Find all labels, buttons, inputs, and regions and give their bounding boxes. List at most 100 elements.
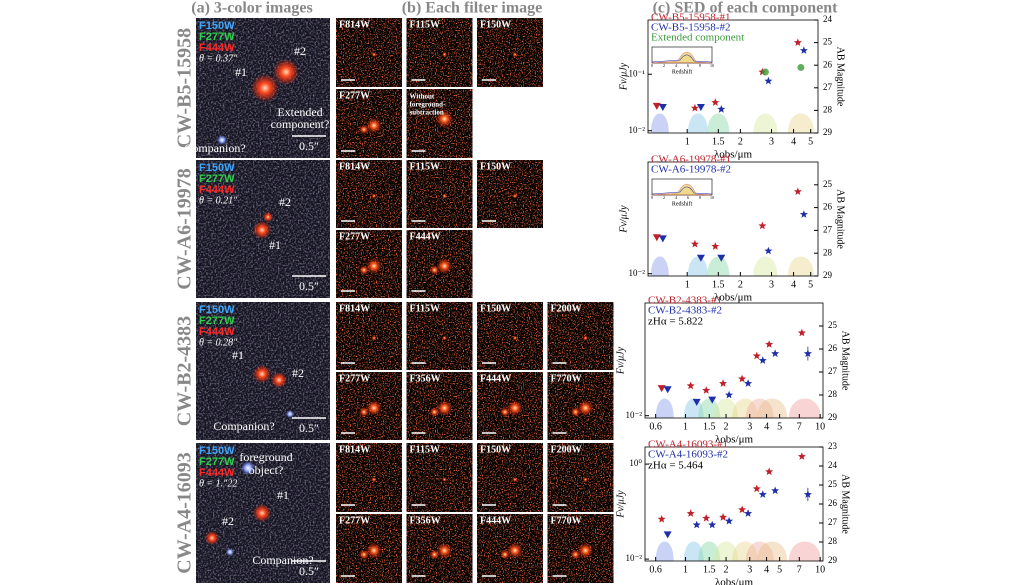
source xyxy=(577,542,594,559)
source xyxy=(436,258,453,274)
inset-tick-label: 2 xyxy=(663,195,665,200)
annotation: #1 xyxy=(235,65,247,79)
filter-band xyxy=(698,398,721,418)
source xyxy=(205,531,219,545)
annotation: #2 xyxy=(292,366,304,380)
data-point xyxy=(711,242,720,250)
annotation: object? xyxy=(249,463,284,477)
filter-image-noise xyxy=(336,18,402,87)
theta-label: θ = 1.″22 xyxy=(199,478,237,489)
x-tick-label: 2 xyxy=(738,136,743,147)
source xyxy=(570,549,581,560)
source xyxy=(217,135,227,145)
source xyxy=(436,400,453,416)
filter-band xyxy=(714,398,739,418)
y2-tick-label: 29 xyxy=(823,127,833,137)
data-point xyxy=(725,516,733,525)
source xyxy=(429,407,440,417)
source xyxy=(570,407,581,417)
annotation: component? xyxy=(271,117,330,131)
source xyxy=(442,335,447,341)
filter-image-noise xyxy=(406,302,473,370)
annotation: Companion? xyxy=(213,419,274,433)
filter-name: F115W xyxy=(410,19,441,30)
data-point xyxy=(657,515,666,523)
filter-name: F770W xyxy=(551,373,582,384)
filter-label: F277W xyxy=(199,315,235,327)
y-tick-label: 10⁻¹ xyxy=(629,68,646,78)
y-tick-label: 10⁰ xyxy=(629,458,642,468)
source xyxy=(435,110,454,128)
y2-tick-label: 27 xyxy=(823,224,833,234)
scale-label: 0.5″ xyxy=(299,279,319,293)
filter-band xyxy=(745,541,774,561)
source xyxy=(429,549,440,560)
y2-tick-label: 29 xyxy=(828,412,838,422)
filter-band xyxy=(787,113,814,133)
filter-image-noise xyxy=(477,302,543,370)
filter-band xyxy=(683,398,704,418)
source xyxy=(366,117,382,134)
y2-tick-label: 26 xyxy=(828,498,838,508)
filter-label: F444W xyxy=(199,467,235,479)
filter-image-noise xyxy=(547,443,614,512)
inset-pdf xyxy=(651,54,713,63)
filter-name: F277W xyxy=(339,90,370,101)
data-point xyxy=(758,221,767,230)
source xyxy=(359,407,369,417)
x-tick-label: 10 xyxy=(815,564,825,575)
filter-band xyxy=(650,113,669,133)
x-tick-label: 7 xyxy=(797,564,802,575)
y2-tick-label: 28 xyxy=(828,389,838,399)
data-point xyxy=(793,38,802,46)
filter-name: F150W xyxy=(480,303,511,314)
x-tick-label: 3 xyxy=(747,564,752,575)
data-point xyxy=(744,379,753,387)
y2-tick-label: 26 xyxy=(823,202,833,212)
data-point xyxy=(702,514,711,522)
source xyxy=(507,542,523,559)
inset-tick-label: 0 xyxy=(651,63,653,68)
y-tick-label: 10⁻² xyxy=(629,125,646,135)
source xyxy=(507,400,523,416)
source xyxy=(271,372,287,388)
filter-label: F150W xyxy=(199,445,235,457)
filter-band xyxy=(714,541,739,561)
filter-name: F150W xyxy=(480,161,511,172)
x-axis-label: λobs/μm xyxy=(715,577,754,585)
x-tick-label: 1 xyxy=(683,421,688,432)
data-point xyxy=(696,254,705,262)
inset-tick-label: 6 xyxy=(687,195,689,200)
filter-band xyxy=(683,541,704,561)
x-tick-label: 10 xyxy=(815,421,825,432)
y-tick-label: 10⁻² xyxy=(626,410,643,420)
x-tick-label: 5 xyxy=(808,136,813,147)
filter-band xyxy=(707,113,730,133)
x-tick-label: 4 xyxy=(764,421,769,432)
annotation: foreground xyxy=(239,450,292,464)
y2-tick-label: 28 xyxy=(823,104,833,114)
source xyxy=(273,59,299,85)
data-point xyxy=(771,486,780,495)
filter-name: F277W xyxy=(339,373,370,384)
theta-label: θ = 0.21″ xyxy=(199,195,238,206)
data-point xyxy=(652,234,661,242)
filter-name: F444W xyxy=(480,515,511,526)
source xyxy=(253,504,271,522)
header-b: (b) Each filter image xyxy=(402,0,543,17)
source xyxy=(442,477,447,482)
filter-image-noise xyxy=(547,302,614,370)
y2-tick-label: 27 xyxy=(823,82,833,92)
y2-axis-label: AB Magnitude xyxy=(835,47,846,107)
y2-tick-label: 29 xyxy=(828,555,838,565)
data-point xyxy=(799,210,808,218)
data-point xyxy=(771,349,780,357)
x-tick-label: 2 xyxy=(738,279,743,290)
data-point xyxy=(764,246,773,255)
source xyxy=(366,258,382,274)
filter-name: F115W xyxy=(410,161,441,172)
source xyxy=(366,542,382,559)
redshift-label: zHα = 5.822 xyxy=(648,316,703,328)
data-point xyxy=(797,328,806,337)
